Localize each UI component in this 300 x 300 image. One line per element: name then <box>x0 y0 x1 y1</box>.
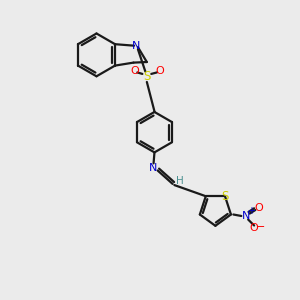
Text: S: S <box>221 190 229 203</box>
Text: −: − <box>256 222 265 232</box>
Text: N: N <box>132 41 141 51</box>
Text: H: H <box>176 176 184 186</box>
Text: O: O <box>250 224 259 233</box>
Text: O: O <box>254 203 263 213</box>
Text: O: O <box>130 66 139 76</box>
Text: S: S <box>143 70 151 83</box>
Text: +: + <box>247 206 255 216</box>
Text: N: N <box>242 211 250 221</box>
Text: O: O <box>155 66 164 76</box>
Text: N: N <box>149 163 157 173</box>
